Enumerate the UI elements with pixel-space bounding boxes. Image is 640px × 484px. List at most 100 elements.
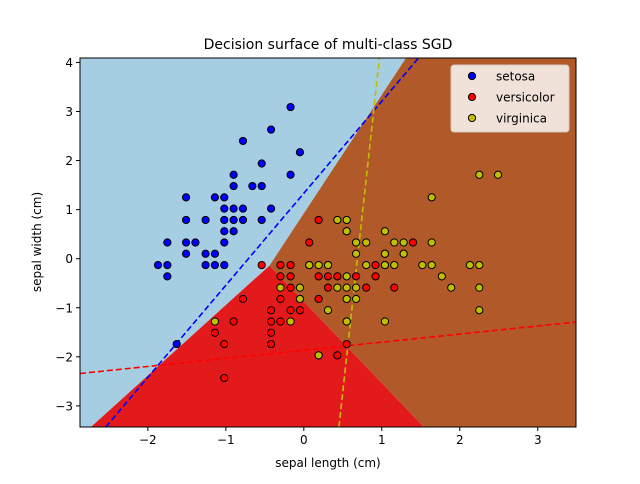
point-setosa (201, 260, 210, 270)
point-setosa (257, 181, 266, 191)
point-setosa (181, 249, 191, 258)
point-virginica (210, 317, 220, 326)
point-virginica (342, 317, 351, 326)
point-versicolor (286, 272, 295, 281)
region-virginica (269, 58, 576, 427)
point-versicolor (276, 272, 285, 281)
point-versicolor (220, 373, 229, 383)
hyperplane-versicolor (80, 321, 576, 375)
point-virginica (314, 260, 323, 270)
point-setosa (163, 272, 172, 281)
point-virginica (342, 294, 351, 304)
legend-marker-versicolor (467, 92, 477, 102)
point-versicolor (286, 306, 295, 315)
point-virginica (380, 317, 390, 326)
point-setosa (229, 215, 238, 225)
point-versicolor (362, 283, 371, 292)
point-versicolor (314, 272, 323, 281)
point-versicolor (286, 283, 295, 292)
point-virginica (342, 272, 351, 281)
point-versicolor (210, 328, 220, 337)
region-setosa (80, 58, 406, 427)
point-virginica (295, 294, 305, 304)
point-setosa (286, 170, 295, 179)
y-tick-label: 4 (65, 56, 73, 70)
y-tick-label: 3 (65, 105, 73, 119)
point-virginica (333, 283, 342, 292)
point-versicolor (371, 272, 380, 281)
point-virginica (286, 317, 295, 326)
point-setosa (210, 193, 220, 202)
point-versicolor (220, 339, 229, 349)
y-tick-label: 0 (65, 252, 73, 266)
legend: setosa versicolor virginica (450, 64, 570, 133)
point-setosa (238, 136, 248, 146)
legend-box (450, 64, 570, 133)
region-versicolor (90, 265, 424, 427)
point-setosa (238, 204, 248, 213)
point-setosa (295, 148, 305, 157)
point-setosa (172, 339, 181, 349)
decision-regions (80, 58, 576, 427)
point-setosa (210, 249, 220, 258)
point-virginica (323, 306, 333, 315)
point-setosa (220, 204, 229, 213)
point-setosa (181, 215, 191, 225)
point-virginica (276, 283, 285, 292)
point-virginica (380, 249, 390, 258)
x-tick-label: 2 (456, 433, 464, 447)
point-setosa (229, 181, 238, 191)
point-setosa (163, 238, 172, 247)
point-virginica (333, 215, 342, 225)
plot-area (80, 58, 576, 427)
y-axis: −3 −2 −1 0 1 2 3 4 (55, 56, 80, 413)
point-versicolor (333, 272, 342, 281)
point-virginica (342, 215, 351, 225)
point-versicolor (266, 306, 276, 315)
x-tick-label: 0 (300, 433, 308, 447)
point-setosa (229, 170, 238, 179)
x-tick-label: −1 (217, 433, 235, 447)
point-setosa (220, 215, 229, 225)
point-setosa (201, 215, 210, 225)
legend-marker-setosa (467, 71, 477, 81)
point-setosa (220, 238, 229, 247)
point-setosa (266, 204, 276, 213)
point-versicolor (266, 328, 276, 337)
point-versicolor (323, 272, 333, 281)
point-versicolor (342, 339, 351, 349)
legend-marker-virginica (467, 113, 477, 123)
legend-label-setosa: setosa (496, 70, 535, 84)
point-versicolor (371, 260, 380, 270)
point-virginica (475, 260, 484, 270)
point-virginica (475, 170, 484, 179)
point-virginica (295, 283, 305, 292)
point-setosa (201, 249, 210, 258)
point-virginica (305, 260, 314, 270)
point-virginica (380, 227, 390, 236)
point-versicolor (266, 317, 276, 326)
x-tick-label: 3 (534, 433, 542, 447)
point-setosa (181, 238, 191, 247)
point-versicolor (333, 351, 342, 360)
legend-label-versicolor: versicolor (496, 91, 555, 105)
x-axis: −2 −1 0 1 2 3 (139, 427, 542, 447)
y-tick-label: 1 (65, 203, 73, 217)
point-virginica (399, 249, 408, 258)
point-versicolor (305, 238, 314, 247)
point-versicolor (390, 283, 399, 292)
point-versicolor (266, 339, 276, 349)
y-tick-label: 2 (65, 154, 73, 168)
point-versicolor (286, 260, 295, 270)
point-setosa (229, 204, 238, 213)
y-tick-label: −1 (55, 301, 73, 315)
point-versicolor (314, 215, 323, 225)
point-virginica (475, 306, 484, 315)
point-setosa (191, 238, 200, 247)
point-virginica (475, 283, 484, 292)
point-setosa (210, 260, 220, 270)
point-versicolor (314, 294, 323, 304)
point-virginica (399, 238, 408, 247)
point-virginica (427, 260, 436, 270)
point-versicolor (408, 238, 418, 247)
